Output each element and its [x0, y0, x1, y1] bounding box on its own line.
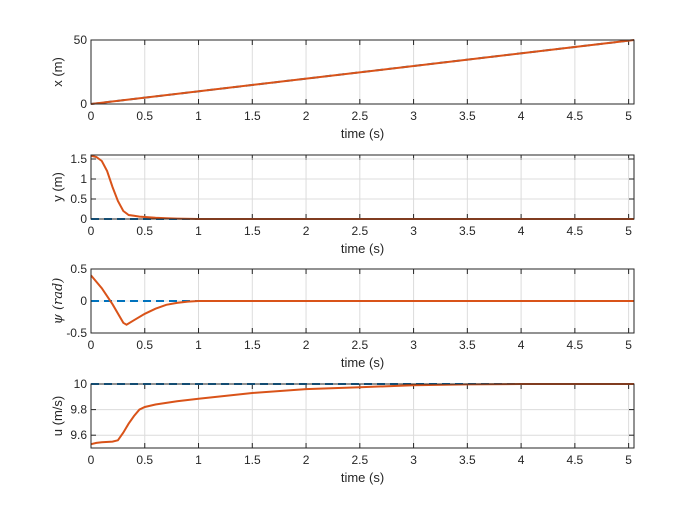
y-tick-label: 50: [74, 33, 88, 47]
x-tick-label: 5: [625, 453, 632, 467]
x-tick-label: 0: [88, 338, 95, 352]
y-tick-label: 10: [74, 377, 88, 391]
x-tick-label: 1.5: [244, 453, 261, 467]
x-tick-label: 2: [303, 109, 310, 123]
x-tick-label: 0.5: [136, 338, 153, 352]
axes-frame: [90, 154, 635, 220]
x-tick-label: 3.5: [459, 453, 476, 467]
y-tick-label: 0: [80, 294, 87, 308]
x-tick-label: 3.5: [459, 224, 476, 238]
y-axis-label: x (m): [50, 57, 65, 87]
x-axis-label: time (s): [341, 355, 384, 370]
x-axis-label: time (s): [341, 470, 384, 485]
x-tick-label: 1: [195, 453, 202, 467]
x-tick-label: 2.5: [351, 224, 368, 238]
response-line: [90, 39, 635, 105]
axes-frame: [90, 39, 635, 105]
y-tick-label: -0.5: [66, 326, 87, 340]
x-tick-label: 4.5: [567, 109, 584, 123]
subplot-4: 0 0.5 1 1.5 2 2.5 3 3.5 4 4.5 5 9.6 9.8 10 time (s) u (…: [50, 377, 635, 485]
x-tick-label: 4.5: [567, 224, 584, 238]
x-axis-label: time (s): [341, 241, 384, 256]
y-axis-label: u (m/s): [50, 396, 65, 436]
x-tick-label: 0: [88, 453, 95, 467]
axes-frame: [90, 268, 635, 334]
x-tick-label: 2: [303, 453, 310, 467]
x-tick-label: 2.5: [351, 338, 368, 352]
y-tick-label: 0.5: [70, 192, 87, 206]
x-tick-label: 3.5: [459, 109, 476, 123]
x-tick-label: 5: [625, 224, 632, 238]
x-tick-label: 4: [518, 224, 525, 238]
x-tick-label: 0.5: [136, 109, 153, 123]
x-tick-label: 2: [303, 338, 310, 352]
x-tick-label: 2: [303, 224, 310, 238]
x-tick-label: 2.5: [351, 109, 368, 123]
y-tick-label: 1: [80, 172, 87, 186]
response-line: [90, 274, 634, 326]
x-tick-label: 0.5: [136, 224, 153, 238]
y-tick-label: 0: [80, 212, 87, 226]
x-tick-label: 1: [195, 338, 202, 352]
plot-background: [91, 384, 634, 448]
response-line: [90, 383, 634, 446]
x-tick-label: 4: [518, 109, 525, 123]
y-axis-label: y (m): [50, 172, 65, 202]
x-tick-label: 5: [625, 109, 632, 123]
y-tick-label: 1.5: [70, 152, 87, 166]
subplot-2: 0 0.5 1 1.5 2 2.5 3 3.5 4 4.5 5 0 0.5 1 1.5 time (s) y (…: [50, 152, 635, 256]
x-axis-label: time (s): [341, 126, 384, 141]
x-tick-label: 1.5: [244, 109, 261, 123]
x-tick-label: 0: [88, 109, 95, 123]
y-tick-label: 0: [80, 97, 87, 111]
x-tick-label: 4.5: [567, 453, 584, 467]
x-tick-label: 5: [625, 338, 632, 352]
y-axis-label: ψ (rad): [51, 278, 66, 325]
x-tick-label: 3: [410, 338, 417, 352]
x-tick-label: 1.5: [244, 338, 261, 352]
x-tick-label: 1: [195, 224, 202, 238]
x-tick-label: 4: [518, 338, 525, 352]
x-tick-label: 3.5: [459, 338, 476, 352]
plot-background: [91, 155, 634, 219]
response-line: [90, 154, 634, 220]
x-tick-label: 4: [518, 453, 525, 467]
y-tick-label: 9.6: [70, 428, 87, 442]
x-tick-label: 1.5: [244, 224, 261, 238]
x-tick-label: 0.5: [136, 453, 153, 467]
axes-frame: [90, 383, 635, 449]
x-tick-label: 3: [410, 453, 417, 467]
x-tick-label: 3: [410, 224, 417, 238]
y-tick-label: 0.5: [70, 262, 87, 276]
x-tick-label: 0: [88, 224, 95, 238]
y-tick-label: 9.8: [70, 403, 87, 417]
x-tick-label: 1: [195, 109, 202, 123]
x-tick-label: 4.5: [567, 338, 584, 352]
x-tick-label: 3: [410, 109, 417, 123]
x-tick-label: 2.5: [351, 453, 368, 467]
